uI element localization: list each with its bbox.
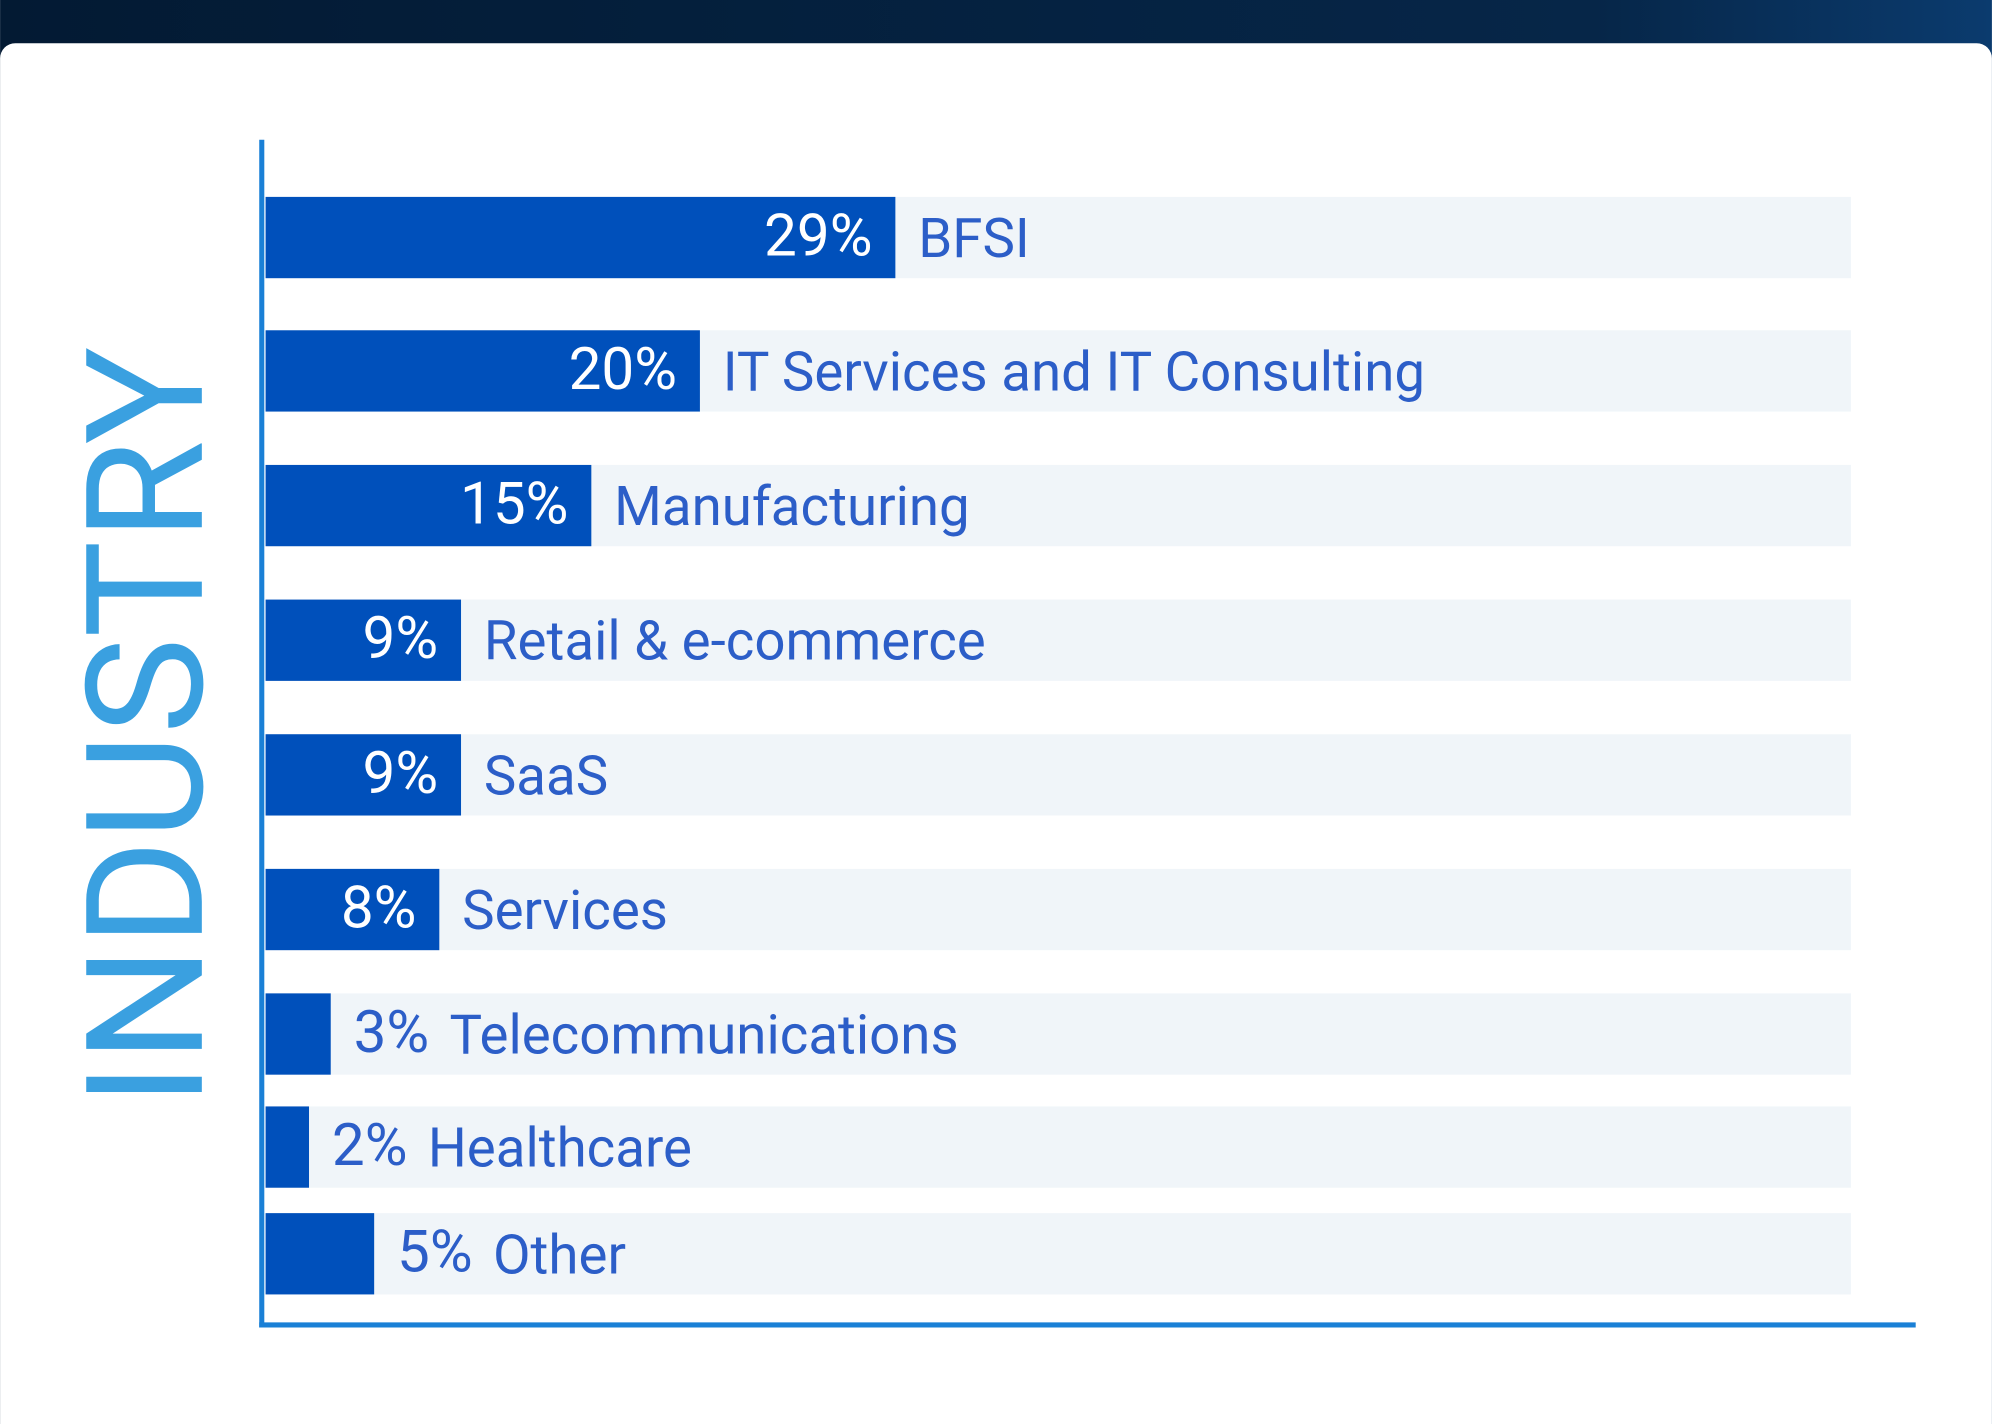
value-label: 2% bbox=[332, 1112, 408, 1180]
value-label: 3% bbox=[354, 999, 430, 1067]
bar bbox=[265, 1106, 310, 1188]
category-label: IT Services and IT Consulting bbox=[723, 340, 1425, 404]
value-label: 29% bbox=[764, 203, 872, 271]
category-label: Telecommunications bbox=[450, 1004, 959, 1068]
category-label: Healthcare bbox=[428, 1117, 692, 1181]
bar bbox=[265, 599, 462, 681]
bar bbox=[265, 196, 896, 279]
bar-track bbox=[265, 868, 1851, 951]
bar bbox=[265, 868, 440, 951]
bar-track bbox=[265, 1106, 1851, 1188]
bar bbox=[265, 464, 592, 547]
value-label: 20% bbox=[569, 336, 677, 404]
category-label: Retail & e-commerce bbox=[484, 610, 986, 674]
category-label: Services bbox=[462, 879, 668, 943]
value-label: 9% bbox=[363, 740, 439, 808]
bar bbox=[265, 330, 700, 412]
value-label: 8% bbox=[341, 875, 417, 943]
category-label: BFSI bbox=[918, 207, 1030, 271]
bar bbox=[265, 993, 331, 1075]
bar bbox=[265, 1213, 375, 1295]
value-label: 15% bbox=[460, 471, 568, 539]
bar-track bbox=[265, 734, 1851, 816]
bar-track bbox=[265, 1213, 1851, 1295]
bar-track bbox=[265, 993, 1851, 1075]
category-label: Manufacturing bbox=[614, 475, 970, 539]
category-label: SaaS bbox=[484, 744, 608, 808]
category-label: Other bbox=[493, 1223, 626, 1287]
plot: 29% BFSI 20% IT Services and IT Consulting 1… bbox=[265, 196, 1851, 1295]
bar-track bbox=[265, 599, 1851, 681]
value-label: 9% bbox=[363, 605, 439, 673]
axis-label: INDUSTRY bbox=[51, 347, 242, 1107]
value-label: 5% bbox=[397, 1219, 473, 1287]
bar bbox=[265, 734, 462, 816]
